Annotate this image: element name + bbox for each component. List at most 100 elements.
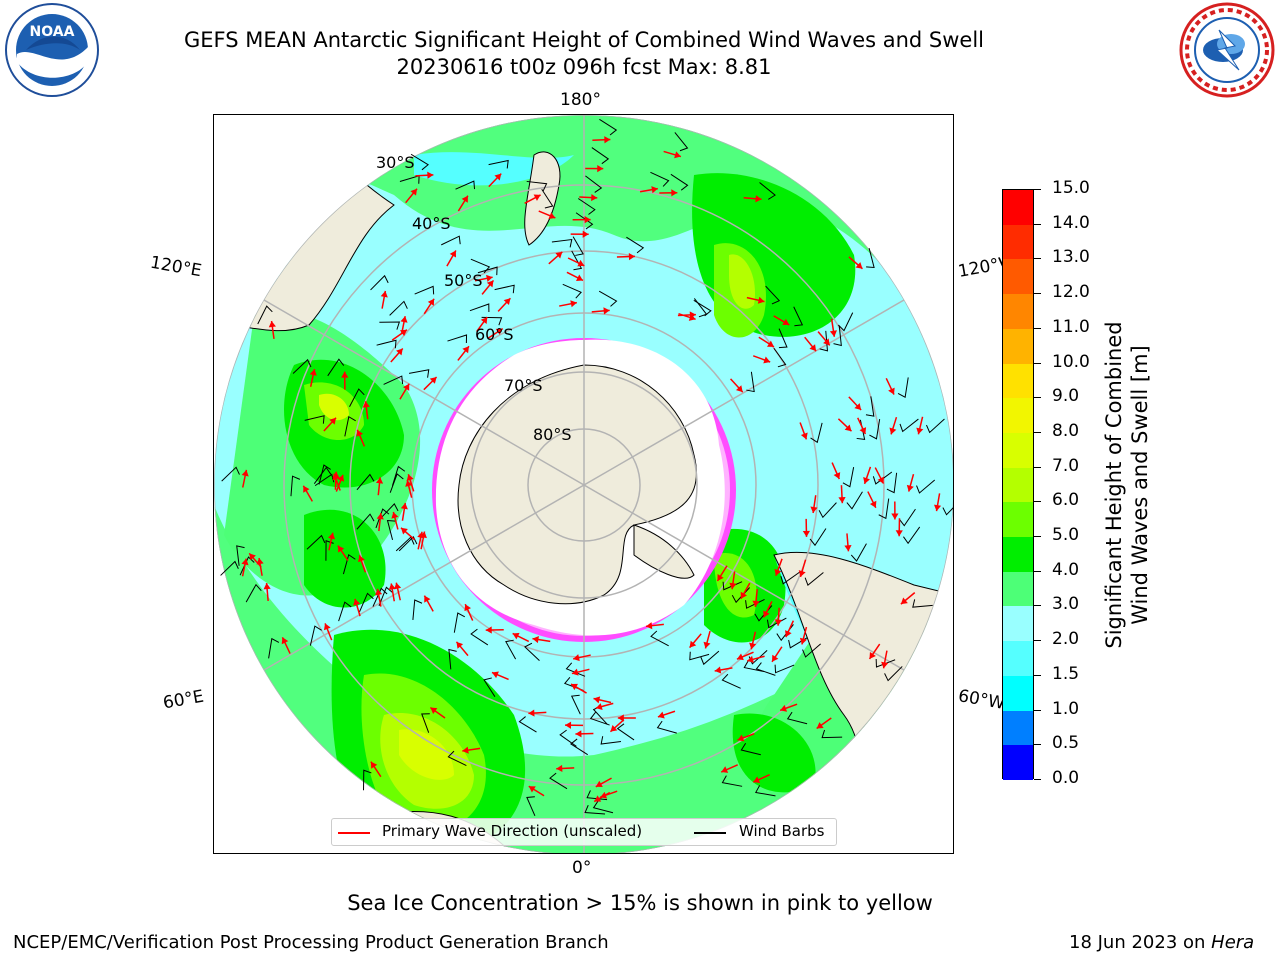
- wind-barb: [780, 571, 800, 585]
- wave-arrow-head: [241, 469, 249, 477]
- wave-arrow-head: [362, 401, 370, 408]
- wave-arrow-head: [895, 530, 903, 537]
- wave-arrow-head: [729, 582, 737, 590]
- wind-barb: [810, 422, 823, 444]
- wind-barb: [488, 159, 509, 169]
- wave-arrow-head: [859, 427, 867, 435]
- wind-barb: [359, 592, 374, 612]
- wave-arrow-head: [717, 573, 724, 581]
- wave-arrow-head: [461, 195, 468, 203]
- wind-barb: [483, 677, 496, 697]
- wave-arrow-head: [584, 216, 591, 224]
- colorbar-segment: [1003, 398, 1033, 434]
- wave-arrow-head: [402, 383, 410, 391]
- wind-barbs: [220, 118, 953, 816]
- wave-arrow-head: [503, 298, 511, 306]
- wave-arrow-head: [799, 637, 807, 645]
- wave-arrow-head: [671, 189, 678, 197]
- wind-barb: [875, 658, 896, 668]
- wave-arrow-head: [628, 252, 635, 261]
- wave-arrow-head: [427, 298, 435, 306]
- wave-arrow-head: [575, 274, 583, 281]
- wave-arrow-head: [591, 193, 598, 202]
- lat-label-50s: 50°S: [444, 271, 483, 290]
- wind-barb: [239, 556, 255, 576]
- wave-arrow-head: [565, 721, 572, 729]
- wind-barb: [759, 182, 776, 200]
- colorbar-tick-mark: [1034, 189, 1041, 190]
- wave-arrow-head: [749, 642, 757, 650]
- wind-barb: [414, 285, 435, 295]
- wave-arrow-head: [464, 604, 472, 612]
- chart-title: GEFS MEAN Antarctic Significant Height o…: [183, 28, 985, 52]
- colorbar: [1002, 189, 1034, 781]
- wave-arrow-head: [241, 558, 249, 566]
- wave-arrow-head: [594, 795, 602, 802]
- wave-arrow-head: [689, 640, 697, 648]
- colorbar-tick-mark: [1034, 501, 1041, 503]
- wave-arrow-head: [645, 622, 653, 630]
- wave-arrow-head: [829, 330, 837, 337]
- wind-barb: [380, 503, 399, 519]
- colorbar-tick-label: 6.0: [1052, 490, 1080, 511]
- colorbar-segment: [1003, 710, 1033, 746]
- colorbar-segment: [1003, 537, 1033, 573]
- wind-barb: [589, 711, 610, 726]
- wind-barb: [453, 612, 466, 633]
- colorbar-tick-label: 0.5: [1052, 733, 1080, 754]
- wave-arrow-head: [595, 703, 603, 711]
- wave-arrow-head: [570, 683, 578, 691]
- wind-barb: [470, 258, 491, 274]
- wave-arrow-head: [688, 313, 696, 321]
- colorbar-tick-label: 2.0: [1052, 629, 1080, 650]
- wave-arrow-head: [456, 641, 464, 649]
- wave-arrow-head: [782, 318, 790, 326]
- colorbar-tick-label: 3.0: [1052, 594, 1080, 615]
- wave-arrow-head: [757, 296, 765, 304]
- wind-barb: [526, 180, 548, 192]
- wave-arrow-head: [597, 164, 604, 173]
- wind-barb: [268, 637, 280, 659]
- wind-barb: [689, 651, 710, 661]
- wind-barb: [372, 587, 388, 607]
- wave-arrow-head: [780, 704, 788, 712]
- colorbar-label-line2: Wind Waves and Swell [m]: [1128, 345, 1152, 625]
- wind-barb: [897, 377, 909, 398]
- wave-legend-label: Primary Wave Direction (unscaled): [382, 822, 643, 840]
- wind-barb: [398, 535, 418, 552]
- wave-arrow-head: [485, 626, 492, 634]
- wind-barb: [221, 466, 240, 482]
- wave-arrow-head: [900, 597, 908, 605]
- colorbar-segment: [1003, 294, 1033, 330]
- wave-arrow-head: [281, 637, 289, 645]
- colorbar-tick-mark: [1034, 674, 1041, 676]
- wind-barb: [599, 118, 618, 136]
- colorbar-tick-mark: [1034, 362, 1041, 364]
- colorbar-tick-label: 12.0: [1052, 282, 1090, 303]
- wind-barb: [804, 572, 824, 587]
- wave-arrow-head: [772, 654, 779, 662]
- wind-barb: [570, 694, 581, 715]
- wave-arrow-head: [577, 259, 585, 267]
- wave-arrow-head: [430, 707, 438, 714]
- colorbar-tick-label: 10.0: [1052, 351, 1090, 372]
- lat-label-80s: 80°S: [533, 425, 572, 444]
- wave-arrow-head: [753, 776, 761, 783]
- wind-barb: [916, 479, 936, 494]
- wind-barb: [721, 775, 743, 787]
- colorbar-segment: [1003, 363, 1033, 399]
- wave-legend-swatch: [338, 832, 370, 834]
- wind-barb: [786, 711, 808, 725]
- wind-barb: [447, 334, 468, 343]
- wind-barb: [362, 769, 372, 791]
- wave-arrow-head: [600, 791, 608, 799]
- wave-arrow-head: [486, 280, 494, 288]
- wind-barb: [818, 502, 837, 519]
- colorbar-tick-mark: [1034, 327, 1041, 329]
- wave-arrow-head: [410, 188, 418, 196]
- wind-barb: [338, 601, 352, 622]
- lon-label-180: 180°: [560, 90, 601, 110]
- lon-label-120e: 120°E: [148, 252, 204, 282]
- wave-arrow-head: [400, 316, 408, 323]
- wind-barb: [598, 290, 618, 307]
